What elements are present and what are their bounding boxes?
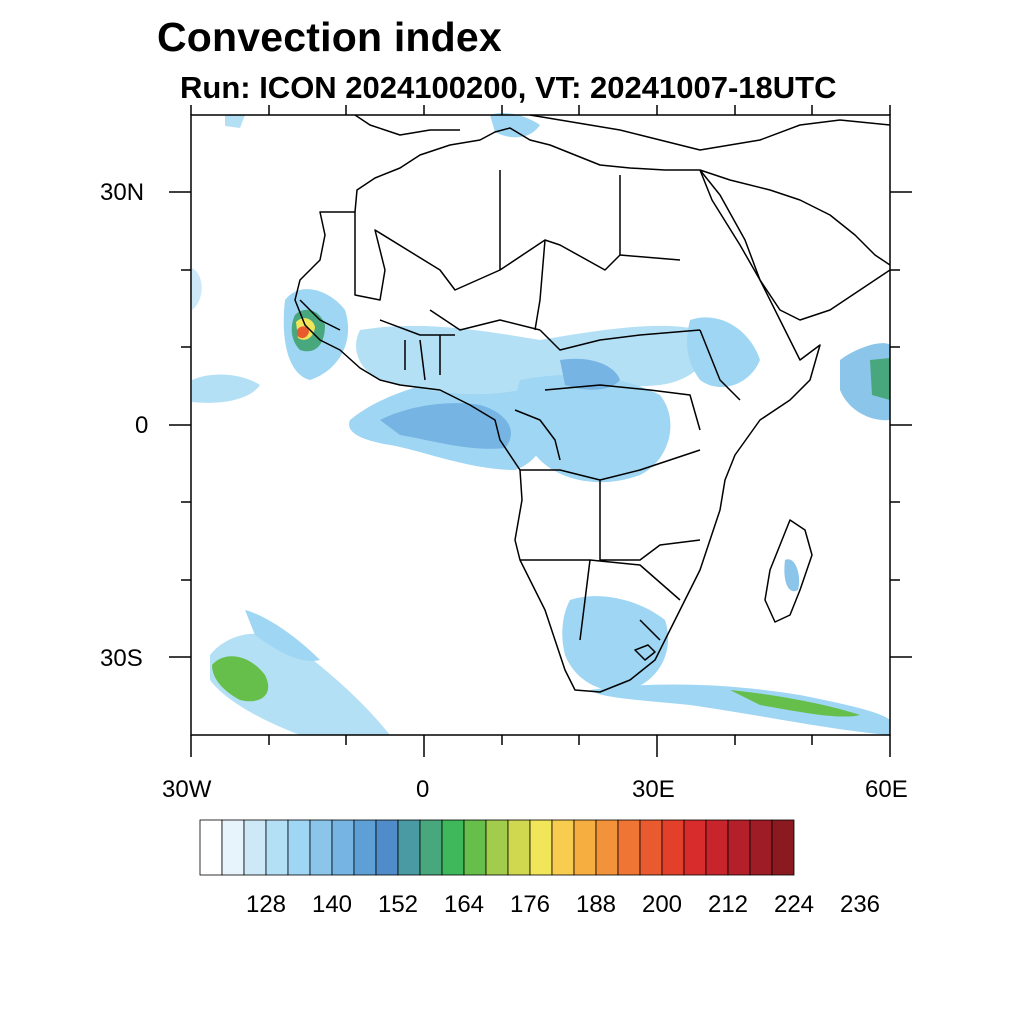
shade-southern-africa — [562, 596, 669, 691]
colorbar-tick-label: 236 — [840, 891, 880, 918]
shade-south-indian-inner — [730, 690, 860, 717]
colorbar-box — [353, 819, 377, 876]
shade-central-inner — [560, 358, 620, 390]
lat-label-30s: 30S — [100, 645, 143, 672]
shade-atlantic-edge — [192, 268, 202, 310]
map-title: Convection index — [157, 14, 502, 60]
shade-south-atlantic-upper — [245, 610, 320, 661]
africa-coastline — [294, 127, 821, 693]
colorbar-tick-label: 176 — [510, 891, 550, 918]
shade-senegal-peak — [297, 326, 309, 339]
map-subtitle: Run: ICON 2024100200, VT: 20241007-18UTC — [180, 70, 837, 105]
shade-sahel — [356, 325, 708, 395]
shade-indian-ocean-inner — [870, 358, 890, 400]
colorbar-tick-label: 224 — [774, 891, 814, 918]
shade-ethiopia — [687, 317, 760, 388]
lat-label-30n: 30N — [100, 179, 145, 206]
shade-mediterranean — [490, 113, 540, 138]
colorbar-tick-label: 188 — [576, 891, 616, 918]
arabian-coastline — [699, 169, 891, 321]
convection-shading — [192, 113, 890, 735]
lon-label-30w: 30W — [162, 776, 212, 803]
tick-marks — [169, 105, 912, 757]
colorbar-box — [529, 819, 553, 876]
colorbar-box — [463, 819, 487, 876]
shade-central-africa — [516, 375, 671, 483]
colorbar-box — [573, 819, 597, 876]
colorbar-tick-label: 140 — [312, 891, 352, 918]
shade-south-indian — [590, 684, 890, 735]
shade-mediterranean-west — [225, 115, 245, 128]
colorbar-box — [485, 819, 509, 876]
colorbar-box — [265, 819, 289, 876]
colorbar-box — [661, 819, 685, 876]
shade-south-atlantic-inner — [212, 656, 269, 702]
colorbar-box — [705, 819, 729, 876]
colorbar-box — [617, 819, 641, 876]
coastlines-borders — [294, 114, 891, 693]
lon-label-30e: 30E — [632, 776, 675, 803]
colorbar-tick-label: 212 — [708, 891, 748, 918]
europe-coastline — [354, 114, 891, 151]
colorbar-tick-label: 164 — [444, 891, 484, 918]
shade-south-atlantic — [210, 633, 390, 735]
colorbar-box — [243, 819, 267, 876]
colorbar-box — [397, 819, 421, 876]
colorbar-box — [683, 819, 707, 876]
colorbar-box — [595, 819, 619, 876]
lon-label-60e: 60E — [865, 776, 908, 803]
colorbar-tick-label: 200 — [642, 891, 682, 918]
colorbar-box — [375, 819, 399, 876]
shade-gulf-guinea-inner — [380, 403, 511, 449]
colorbar-box — [287, 819, 311, 876]
country-borders — [299, 170, 741, 661]
shade-madagascar — [784, 559, 800, 592]
colorbar-box — [771, 819, 795, 876]
lon-label-0: 0 — [416, 776, 430, 803]
madagascar-coastline — [764, 519, 813, 623]
colorbar-box — [727, 819, 751, 876]
colorbar-box — [507, 819, 531, 876]
colorbar-box — [551, 819, 575, 876]
colorbar-box — [749, 819, 773, 876]
colorbar-tick-label: 152 — [378, 891, 418, 918]
lat-label-0: 0 — [135, 412, 149, 439]
colorbar-box — [441, 819, 465, 876]
colorbar-box — [199, 819, 223, 876]
colorbar-box — [419, 819, 443, 876]
shade-atlantic-north — [192, 374, 260, 403]
colorbar-box — [221, 819, 245, 876]
colorbar-box — [639, 819, 663, 876]
colorbar-box — [309, 819, 333, 876]
colorbar-tick-label: 128 — [246, 891, 286, 918]
colorbar-box — [331, 819, 355, 876]
